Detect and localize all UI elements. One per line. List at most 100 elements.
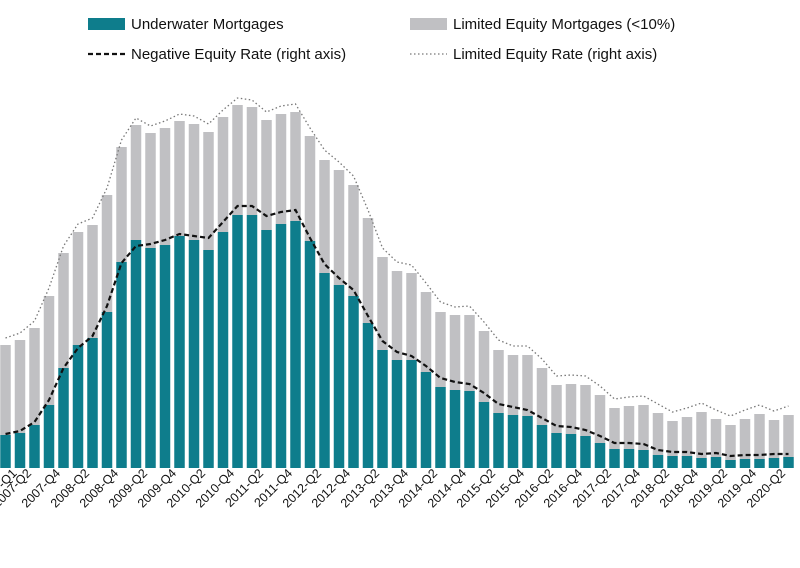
bar xyxy=(652,413,664,455)
bar xyxy=(406,273,417,360)
bar xyxy=(72,345,84,468)
bar xyxy=(739,459,751,468)
bar xyxy=(493,413,504,468)
bar xyxy=(754,459,765,468)
bar xyxy=(29,328,40,425)
bar xyxy=(725,460,736,468)
bar xyxy=(101,195,113,312)
bar xyxy=(275,224,287,468)
bar xyxy=(449,390,461,468)
bar xyxy=(159,245,171,468)
bar xyxy=(217,232,229,468)
bar xyxy=(783,415,794,457)
bar xyxy=(478,331,490,402)
bar xyxy=(478,402,490,468)
legend-swatch xyxy=(88,18,125,30)
bar xyxy=(290,221,301,468)
bar xyxy=(116,147,127,262)
bar xyxy=(594,395,606,443)
bar xyxy=(333,285,345,468)
bar xyxy=(261,120,272,230)
bar xyxy=(159,128,171,245)
bar xyxy=(43,405,55,468)
bar xyxy=(319,273,330,468)
bar xyxy=(551,385,562,433)
legend-label: Limited Equity Rate (right axis) xyxy=(453,46,657,63)
bar xyxy=(174,121,185,236)
bar xyxy=(304,136,316,241)
bar xyxy=(710,419,722,457)
bar xyxy=(435,312,446,387)
bar xyxy=(232,105,243,215)
bar xyxy=(304,241,316,468)
bar xyxy=(536,368,548,425)
bar xyxy=(449,315,461,390)
bar xyxy=(348,296,359,468)
bar xyxy=(420,372,432,468)
bar xyxy=(594,443,606,468)
bar xyxy=(174,236,185,468)
bar xyxy=(681,417,693,456)
bar xyxy=(609,449,620,468)
bar xyxy=(580,436,591,468)
bar xyxy=(362,218,374,323)
bar xyxy=(275,114,287,224)
bar xyxy=(362,323,374,468)
bar xyxy=(101,312,113,468)
bar xyxy=(377,350,388,468)
bar xyxy=(580,385,591,436)
bar xyxy=(246,215,258,468)
legend-label: Limited Equity Mortgages (<10%) xyxy=(453,16,675,33)
bar xyxy=(87,338,98,468)
bar xyxy=(652,455,664,468)
bar xyxy=(522,416,533,468)
bar xyxy=(319,160,330,273)
bar xyxy=(29,425,40,468)
bar xyxy=(783,457,794,468)
bar xyxy=(696,412,707,458)
bar xyxy=(348,185,359,296)
bar xyxy=(14,340,26,433)
legend-swatch xyxy=(410,18,447,30)
bar xyxy=(696,458,707,468)
bar xyxy=(464,391,475,468)
bar xyxy=(0,345,11,435)
bar xyxy=(14,433,26,468)
line xyxy=(5,204,789,458)
bar xyxy=(58,368,69,468)
bar xyxy=(754,414,765,459)
bar xyxy=(768,420,780,458)
bar xyxy=(130,125,142,240)
bar xyxy=(565,384,577,434)
bar xyxy=(116,262,127,468)
bar xyxy=(623,406,635,449)
bar xyxy=(420,292,432,372)
bar xyxy=(507,355,519,415)
bar xyxy=(739,419,751,459)
bar xyxy=(609,408,620,449)
bar xyxy=(145,248,156,468)
bar xyxy=(507,415,519,468)
bar xyxy=(725,425,736,460)
bar xyxy=(0,435,11,468)
bar xyxy=(232,215,243,468)
bar xyxy=(246,107,258,215)
bar xyxy=(667,456,678,468)
bar xyxy=(710,457,722,468)
bar xyxy=(145,133,156,248)
bar xyxy=(623,449,635,468)
bar xyxy=(406,360,417,468)
legend-label: Negative Equity Rate (right axis) xyxy=(131,46,346,63)
bar xyxy=(551,433,562,468)
bar xyxy=(522,355,533,416)
bar xyxy=(391,271,403,360)
bar xyxy=(290,112,301,221)
bar xyxy=(565,434,577,468)
bar xyxy=(261,230,272,468)
bar xyxy=(130,240,142,468)
bar xyxy=(667,421,678,456)
legend-label: Underwater Mortgages xyxy=(131,16,284,33)
bar xyxy=(203,132,214,250)
bar xyxy=(464,315,475,391)
